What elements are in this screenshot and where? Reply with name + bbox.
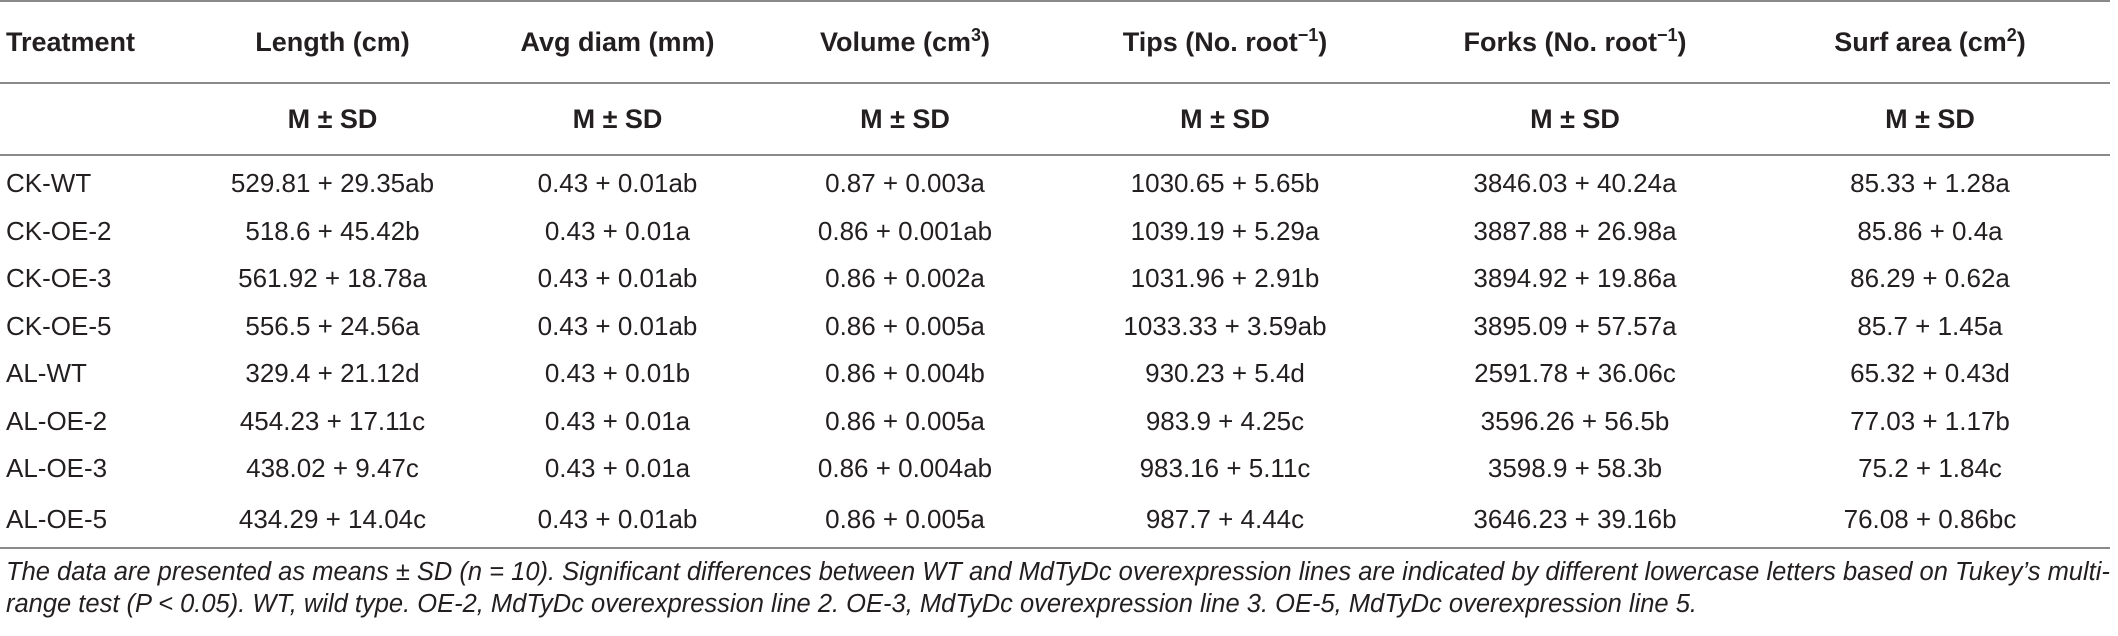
header-surf-text: Surf area (cm xyxy=(1834,26,2007,57)
cell-length: 529.81 + 29.35ab xyxy=(230,168,435,199)
cell-avg-diam: 0.43 + 0.01b xyxy=(544,358,691,389)
subheader-surf-area: M ± SD xyxy=(1750,83,2110,156)
cell-length: 561.92 + 18.78a xyxy=(238,263,427,294)
header-tips-text: Tips (No. root xyxy=(1122,26,1298,57)
cell-surf: 77.03 + 1.17b xyxy=(1850,405,2010,436)
subheader-empty xyxy=(0,83,190,156)
header-surf-sup: 2 xyxy=(2006,24,2017,45)
cell-volume: 0.87 + 0.003a xyxy=(825,168,985,199)
cell-forks: 3887.88 + 26.98a xyxy=(1473,215,1677,246)
header-volume-close: ) xyxy=(981,26,991,57)
table-row: CK-WT 529.81 + 29.35ab 0.43 + 0.01ab 0.87 +… xyxy=(0,155,2110,208)
cell-avg-diam: 0.43 + 0.01a xyxy=(544,405,691,436)
cell-tips: 983.16 + 5.11c xyxy=(1139,453,1311,484)
cell-treatment: AL-OE-2 xyxy=(6,405,108,436)
cell-treatment: CK-OE-3 xyxy=(6,263,112,294)
cell-avg-diam: 0.43 + 0.01ab xyxy=(537,168,698,199)
cell-surf: 65.32 + 0.43d xyxy=(1850,358,2010,389)
cell-forks: 3646.23 + 39.16b xyxy=(1400,492,1750,549)
cell-length: 518.6 + 45.42b xyxy=(245,215,420,246)
cell-treatment: AL-OE-3 xyxy=(6,453,108,484)
table-row: CK-OE-3 561.92 + 18.78a 0.43 + 0.01ab 0.86 … xyxy=(0,255,2110,303)
header-volume: Volume (cm3) xyxy=(760,0,1050,84)
header-row: Treatment Length (cm) Avg diam (mm) Volu… xyxy=(0,0,2110,84)
header-surf-area: Surf area (cm2) xyxy=(1750,0,2110,84)
cell-treatment: CK-OE-2 xyxy=(6,215,112,246)
data-table-container: Treatment Length (cm) Avg diam (mm) Volu… xyxy=(0,0,2110,549)
header-avg-diam: Avg diam (mm) xyxy=(475,0,760,84)
table-row: AL-OE-3 438.02 + 9.47c 0.43 + 0.01a 0.86 + … xyxy=(0,445,2110,493)
cell-volume: 0.86 + 0.005a xyxy=(760,492,1050,549)
cell-surf: 85.7 + 1.45a xyxy=(1857,310,2003,341)
table-row: AL-WT 329.4 + 21.12d 0.43 + 0.01b 0.86 + 0.… xyxy=(0,350,2110,398)
cell-tips: 1031.96 + 2.91b xyxy=(1130,263,1320,294)
cell-tips: 1039.19 + 5.29a xyxy=(1130,215,1320,246)
table-row: CK-OE-5 556.5 + 24.56a 0.43 + 0.01ab 0.86 +… xyxy=(0,303,2110,351)
cell-forks: 2591.78 + 36.06c xyxy=(1474,358,1676,389)
cell-volume: 0.86 + 0.002a xyxy=(825,263,985,294)
cell-length: 434.29 + 14.04c xyxy=(190,492,475,549)
cell-treatment: AL-OE-5 xyxy=(0,492,190,549)
cell-surf: 86.29 + 0.62a xyxy=(1850,263,2010,294)
cell-forks: 3596.26 + 56.5b xyxy=(1480,405,1670,436)
cell-avg-diam: 0.43 + 0.01ab xyxy=(475,492,760,549)
header-forks-close: ) xyxy=(1677,26,1687,57)
header-forks-sup: −1 xyxy=(1656,24,1678,45)
cell-tips: 1033.33 + 3.59ab xyxy=(1123,310,1327,341)
subheader-row: M ± SD M ± SD M ± SD M ± SD M ± SD M ± S… xyxy=(0,83,2110,156)
cell-surf: 75.2 + 1.84c xyxy=(1858,453,2002,484)
cell-tips: 983.9 + 4.25c xyxy=(1145,405,1305,436)
cell-forks: 3895.09 + 57.57a xyxy=(1473,310,1677,341)
subheader-tips: M ± SD xyxy=(1050,83,1400,156)
subheader-avg-diam: M ± SD xyxy=(475,83,760,156)
cell-tips: 987.7 + 4.44c xyxy=(1050,492,1400,549)
header-volume-sup: 3 xyxy=(971,24,982,45)
cell-tips: 930.23 + 5.4d xyxy=(1145,358,1305,389)
table-row: AL-OE-5 434.29 + 14.04c 0.43 + 0.01ab 0.86 … xyxy=(0,492,2110,549)
cell-forks: 3598.9 + 58.3b xyxy=(1487,453,1663,484)
table-header: Treatment Length (cm) Avg diam (mm) Volu… xyxy=(0,0,2110,156)
table-row: AL-OE-2 454.23 + 17.11c 0.43 + 0.01a 0.86 +… xyxy=(0,398,2110,446)
cell-avg-diam: 0.43 + 0.01a xyxy=(544,453,691,484)
header-surf-close: ) xyxy=(2016,26,2026,57)
cell-treatment: CK-OE-5 xyxy=(6,310,112,341)
root-morphology-table: Treatment Length (cm) Avg diam (mm) Volu… xyxy=(0,0,2110,549)
table-row: CK-OE-2 518.6 + 45.42b 0.43 + 0.01a 0.86 + … xyxy=(0,208,2110,256)
cell-avg-diam: 0.43 + 0.01ab xyxy=(537,263,698,294)
subheader-forks: M ± SD xyxy=(1400,83,1750,156)
table-body: CK-WT 529.81 + 29.35ab 0.43 + 0.01ab 0.87 +… xyxy=(0,155,2110,549)
cell-volume: 0.86 + 0.005a xyxy=(825,405,985,436)
subheader-length: M ± SD xyxy=(190,83,475,156)
cell-forks: 3894.92 + 19.86a xyxy=(1473,263,1677,294)
header-treatment: Treatment xyxy=(0,0,190,84)
cell-forks: 3846.03 + 40.24a xyxy=(1473,168,1677,199)
cell-tips: 1030.65 + 5.65b xyxy=(1130,168,1320,199)
cell-volume: 0.86 + 0.001ab xyxy=(817,215,993,246)
cell-treatment: AL-WT xyxy=(6,358,87,389)
header-length: Length (cm) xyxy=(190,0,475,84)
cell-surf: 76.08 + 0.86bc xyxy=(1750,492,2110,549)
cell-volume: 0.86 + 0.004ab xyxy=(817,453,993,484)
cell-avg-diam: 0.43 + 0.01ab xyxy=(537,310,698,341)
header-tips-sup: −1 xyxy=(1297,24,1319,45)
subheader-volume: M ± SD xyxy=(760,83,1050,156)
header-tips: Tips (No. root−1) xyxy=(1050,0,1400,84)
cell-length: 438.02 + 9.47c xyxy=(246,453,419,484)
cell-avg-diam: 0.43 + 0.01a xyxy=(544,215,691,246)
header-tips-close: ) xyxy=(1318,26,1328,57)
cell-treatment: CK-WT xyxy=(6,168,92,199)
table-footnote: The data are presented as means ± SD (n … xyxy=(6,558,2110,618)
cell-surf: 85.86 + 0.4a xyxy=(1857,215,2003,246)
cell-volume: 0.86 + 0.005a xyxy=(825,310,985,341)
cell-length: 329.4 + 21.12d xyxy=(245,358,420,389)
cell-volume: 0.86 + 0.004b xyxy=(825,358,985,389)
cell-length: 454.23 + 17.11c xyxy=(239,405,426,436)
cell-surf: 85.33 + 1.28a xyxy=(1850,168,2010,199)
header-volume-text: Volume (cm xyxy=(819,26,971,57)
header-forks: Forks (No. root−1) xyxy=(1400,0,1750,84)
header-forks-text: Forks (No. root xyxy=(1463,26,1657,57)
cell-length: 556.5 + 24.56a xyxy=(245,310,420,341)
